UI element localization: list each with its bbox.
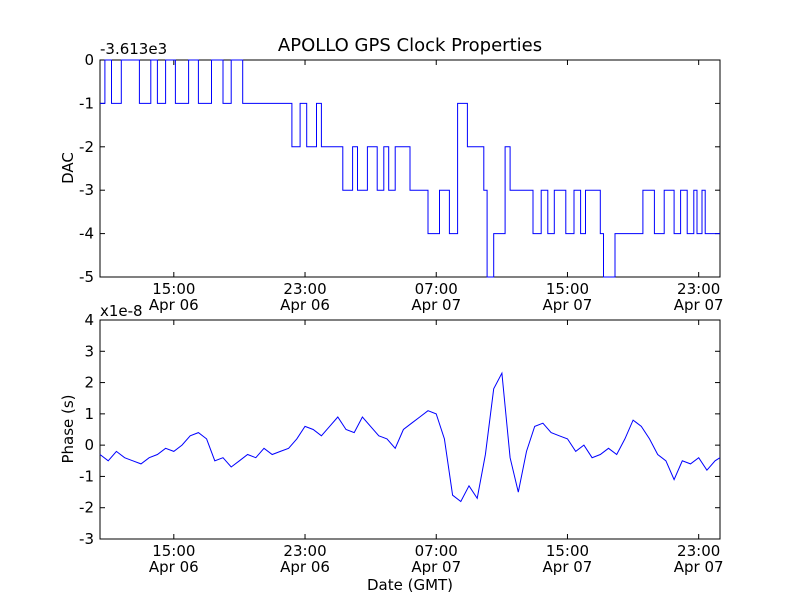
phase-offset-label: x1e-8 xyxy=(100,302,143,320)
dac-offset-label: -3.613e3 xyxy=(100,40,167,58)
y-tick-label: -1 xyxy=(79,94,94,112)
x-tick-date-label: Apr 07 xyxy=(411,296,461,314)
y-tick-label: 0 xyxy=(84,51,94,69)
y-tick-label: -5 xyxy=(79,268,94,286)
dac-series-line xyxy=(100,59,720,278)
y-tick-label: -4 xyxy=(79,225,94,243)
y-tick-label: -1 xyxy=(79,467,94,485)
y-tick-label: -2 xyxy=(79,499,94,517)
y-tick-label: 1 xyxy=(84,405,94,423)
x-tick-time-label: 23:00 xyxy=(283,542,326,560)
y-tick-label: 3 xyxy=(84,342,94,360)
x-tick-time-label: 15:00 xyxy=(546,542,589,560)
x-tick-time-label: 15:00 xyxy=(546,280,589,298)
phase-plot-frame xyxy=(99,319,721,540)
x-tick-time-label: 23:00 xyxy=(677,542,720,560)
x-tick-time-label: 07:00 xyxy=(415,542,458,560)
x-tick-date-label: Apr 06 xyxy=(280,558,330,576)
dac-ylabel: DAC xyxy=(59,152,77,184)
x-tick-date-label: Apr 07 xyxy=(543,558,593,576)
x-tick-time-label: 15:00 xyxy=(152,542,195,560)
x-tick-date-label: Apr 07 xyxy=(543,296,593,314)
figure-title: APOLLO GPS Clock Properties xyxy=(278,35,542,56)
dac-tick-group: 0 -1 -2 -3 -4 -5 xyxy=(79,51,720,286)
y-tick-label: 0 xyxy=(84,436,94,454)
x-tick-date-label: Apr 06 xyxy=(280,296,330,314)
y-tick-label: -2 xyxy=(79,138,94,156)
y-tick-label: -3 xyxy=(79,530,94,548)
x-tick-time-label: 23:00 xyxy=(283,280,326,298)
phase-ylabel: Phase (s) xyxy=(59,394,77,463)
phase-tick-group: 4 3 2 1 0 -1 -2 -3 xyxy=(79,311,720,548)
x-tick-date-label: Apr 06 xyxy=(149,558,199,576)
x-tick-time-label: 23:00 xyxy=(677,280,720,298)
x-tick-time-label: 07:00 xyxy=(415,280,458,298)
y-tick-label: 2 xyxy=(84,374,94,392)
y-tick-label: 4 xyxy=(84,311,94,329)
y-tick-label: -3 xyxy=(79,181,94,199)
x-tick-date-label: Apr 07 xyxy=(674,296,724,314)
x-tick-date-label: Apr 06 xyxy=(149,296,199,314)
x-tick-date-label: Apr 07 xyxy=(674,558,724,576)
x-tick-time-label: 15:00 xyxy=(152,280,195,298)
x-axis-label: Date (GMT) xyxy=(367,576,453,594)
phase-series-line xyxy=(99,371,721,503)
x-tick-date-label: Apr 07 xyxy=(411,558,461,576)
